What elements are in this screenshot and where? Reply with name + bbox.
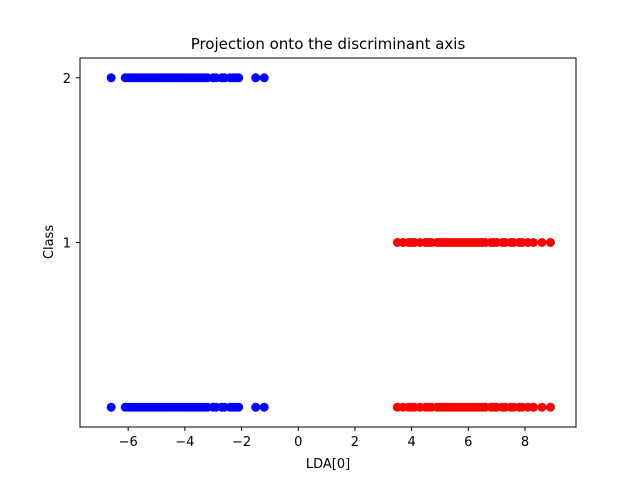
data-point: [251, 73, 261, 83]
chart-title: Projection onto the discriminant axis: [191, 35, 466, 53]
x-tick-label: −6: [119, 435, 138, 450]
data-point: [259, 402, 269, 412]
x-tick-label: 4: [407, 435, 415, 450]
data-point: [234, 73, 244, 83]
y-tick-label: 2: [63, 72, 71, 87]
x-tick-label: 6: [464, 435, 472, 450]
data-points: [106, 73, 555, 412]
data-point: [251, 402, 261, 412]
data-point: [106, 73, 116, 83]
x-axis-ticks: −6 −4 −2 0 2 4 6 8: [119, 427, 529, 450]
data-point: [106, 402, 116, 412]
x-tick-label: 2: [351, 435, 359, 450]
x-tick-label: 8: [521, 435, 529, 450]
data-point: [259, 73, 269, 83]
data-point: [537, 238, 547, 247]
data-point: [546, 238, 555, 247]
data-point: [546, 402, 555, 412]
data-point: [537, 402, 547, 412]
y-axis-ticks: 12: [63, 72, 80, 252]
data-point: [529, 402, 538, 412]
plot-frame: [79, 57, 577, 428]
data-point: [234, 402, 244, 412]
y-axis-label: Class: [42, 225, 57, 259]
x-tick-label: −4: [175, 435, 194, 450]
x-tick-label: 0: [294, 435, 302, 450]
x-axis-label: LDA[0]: [306, 457, 350, 472]
x-tick-label: −2: [232, 435, 251, 450]
data-point: [529, 238, 538, 247]
y-tick-label: 1: [63, 237, 71, 252]
